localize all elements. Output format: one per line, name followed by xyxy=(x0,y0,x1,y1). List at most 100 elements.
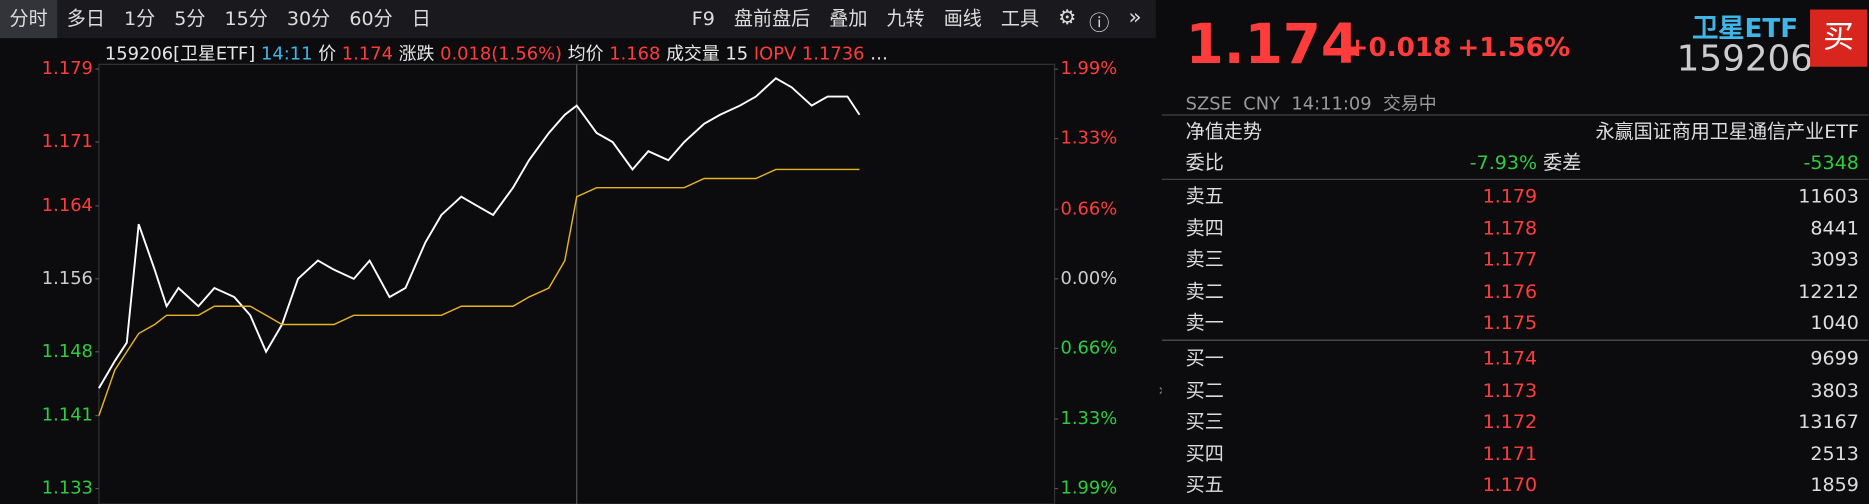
y-tick-label: 1.148 xyxy=(42,341,93,362)
book-row: 卖一 1.175 1040 xyxy=(1186,307,1859,338)
tab[interactable]: 日 xyxy=(411,7,431,30)
level: 买一 xyxy=(1185,346,1224,370)
divider xyxy=(1161,114,1869,116)
divider xyxy=(1161,339,1869,341)
big-change: +0.018 xyxy=(1346,33,1452,64)
book-row: 买一 1.174 9699 xyxy=(1186,343,1859,374)
y2-tick-label: 0.66% xyxy=(1061,198,1118,219)
tab[interactable]: 30分 xyxy=(286,7,331,30)
y-tick-label: 1.156 xyxy=(42,268,93,289)
level: 买三 xyxy=(1185,409,1224,433)
level-price: 1.176 xyxy=(1482,279,1538,303)
level-price: 1.178 xyxy=(1482,216,1538,239)
level-price: 1.175 xyxy=(1482,311,1538,334)
volume-label: 成交量 xyxy=(666,42,720,65)
nav-row: 净值走势 永赢国证商用卫星通信产业ETF xyxy=(1186,117,1859,148)
y-tick-label: 1.141 xyxy=(42,405,93,426)
book-row: 买五 1.170 1859 xyxy=(1186,469,1859,500)
tab[interactable]: 15分 xyxy=(224,7,268,30)
level: 买二 xyxy=(1185,378,1224,401)
level: 卖三 xyxy=(1185,247,1224,271)
tab[interactable]: 60分 xyxy=(349,7,393,30)
book-row: 卖五 1.179 11603 xyxy=(1186,181,1859,212)
code: 159206[卫星ETF] xyxy=(104,42,256,65)
average-line xyxy=(98,168,860,416)
level-volume: 8441 xyxy=(1810,216,1859,239)
diff-label: 委差 xyxy=(1543,151,1582,174)
level-price: 1.179 xyxy=(1482,184,1538,208)
price-line xyxy=(98,77,861,389)
tool[interactable]: 叠加 xyxy=(829,7,868,30)
avg: 1.168 xyxy=(609,42,661,65)
y-tick-label: 1.179 xyxy=(42,58,93,79)
diff: -5348 xyxy=(1803,151,1859,174)
buy-button[interactable]: 买 xyxy=(1810,9,1868,67)
collapse-icon[interactable]: » xyxy=(1128,4,1142,30)
level-volume: 11603 xyxy=(1798,184,1859,208)
book-row: 买四 1.171 2513 xyxy=(1186,438,1859,469)
level-price: 1.172 xyxy=(1482,409,1538,433)
fund-name: 永赢国证商用卫星通信产业ETF xyxy=(1595,120,1859,143)
big-price: 1.174 xyxy=(1185,11,1360,77)
level-price: 1.177 xyxy=(1482,247,1538,271)
change: 0.018(1.56%) xyxy=(440,42,563,65)
y-tick-label: 1.164 xyxy=(42,195,93,216)
book-row: 卖三 1.177 3093 xyxy=(1186,244,1859,275)
info-bar: 159206[卫星ETF] 14:11 价 1.174 涨跌 0.018(1.5… xyxy=(105,41,888,66)
level: 卖五 xyxy=(1185,184,1224,208)
iopv: 1.1736 xyxy=(801,42,865,65)
y2-tick-label: 1.99% xyxy=(1061,478,1118,499)
toolbar: 分时 多日 1分 5分 15分 30分 60分日 F9 盘前盘后 叠加 九转 画线 工具 ⚙ ⓘ » xyxy=(0,0,1156,39)
level-price: 1.173 xyxy=(1482,378,1538,401)
quote-time: 14:11:09 xyxy=(1291,92,1372,115)
tool[interactable]: 九转 xyxy=(886,7,925,30)
level-volume: 1040 xyxy=(1810,311,1859,334)
tool[interactable]: 工具 xyxy=(1000,7,1040,30)
big-pct: +1.56% xyxy=(1457,33,1571,64)
change-label: 涨跌 xyxy=(398,42,435,65)
ratio: -7.93% xyxy=(1469,151,1538,174)
volume: 15 xyxy=(725,42,749,65)
market: SZSE xyxy=(1185,92,1232,115)
time: 14:11 xyxy=(260,42,313,65)
nav-label[interactable]: 净值走势 xyxy=(1185,120,1262,143)
tool[interactable]: 画线 xyxy=(943,7,982,30)
ratio-label: 委比 xyxy=(1185,151,1224,174)
y-tick-label: 1.133 xyxy=(42,478,93,499)
book-row: 买二 1.173 3803 xyxy=(1186,375,1859,406)
chart: 1.179 1.171 1.164 1.156 1.148 1.141 1.133 1.99%… xyxy=(42,58,1118,504)
y2-tick-label: 1.99% xyxy=(1061,58,1118,79)
level: 买四 xyxy=(1185,441,1224,465)
status-row: SZSE CNY 14:11:09 交易中 xyxy=(1186,91,1437,116)
fund-short: 卫星ETF xyxy=(1692,14,1799,45)
y2-tick-label: 0.66% xyxy=(1061,337,1118,358)
level-volume: 3093 xyxy=(1810,247,1859,271)
help-icon[interactable]: ⓘ xyxy=(1089,11,1110,36)
level-volume: 13167 xyxy=(1798,409,1859,433)
tab[interactable]: 1分 xyxy=(123,7,156,30)
y2-tick-label: 1.33% xyxy=(1061,128,1118,149)
tab[interactable]: 分时 xyxy=(0,0,58,39)
ratio-row: 委比 -7.93% 委差 -5348 xyxy=(1186,148,1859,179)
tab[interactable]: 多日 xyxy=(66,7,105,30)
tool[interactable]: F9 xyxy=(691,7,715,30)
expand-icon[interactable]: › xyxy=(1158,381,1165,400)
book-row: 卖四 1.178 8441 xyxy=(1186,213,1859,244)
level-volume: 1859 xyxy=(1810,473,1859,496)
currency: CNY xyxy=(1243,92,1281,115)
iopv-label: IOPV xyxy=(753,42,797,65)
avg-label: 均价 xyxy=(567,42,604,65)
level-price: 1.171 xyxy=(1482,441,1538,465)
divider xyxy=(1161,178,1869,180)
tool[interactable]: 盘前盘后 xyxy=(733,7,811,30)
quote-panel: 1.174 +0.018 +1.56% 卫星ETF 159206 买 SZSE … xyxy=(1161,0,1869,504)
level-volume: 9699 xyxy=(1810,346,1859,370)
level: 卖二 xyxy=(1185,279,1224,303)
y2-tick-label: 0.00% xyxy=(1061,268,1118,289)
tab[interactable]: 5分 xyxy=(174,7,206,30)
settings-icon[interactable]: ⚙ xyxy=(1058,5,1077,30)
fund-code: 159206 xyxy=(1676,38,1814,80)
level-price: 1.174 xyxy=(1482,346,1538,370)
more: … xyxy=(870,42,889,65)
